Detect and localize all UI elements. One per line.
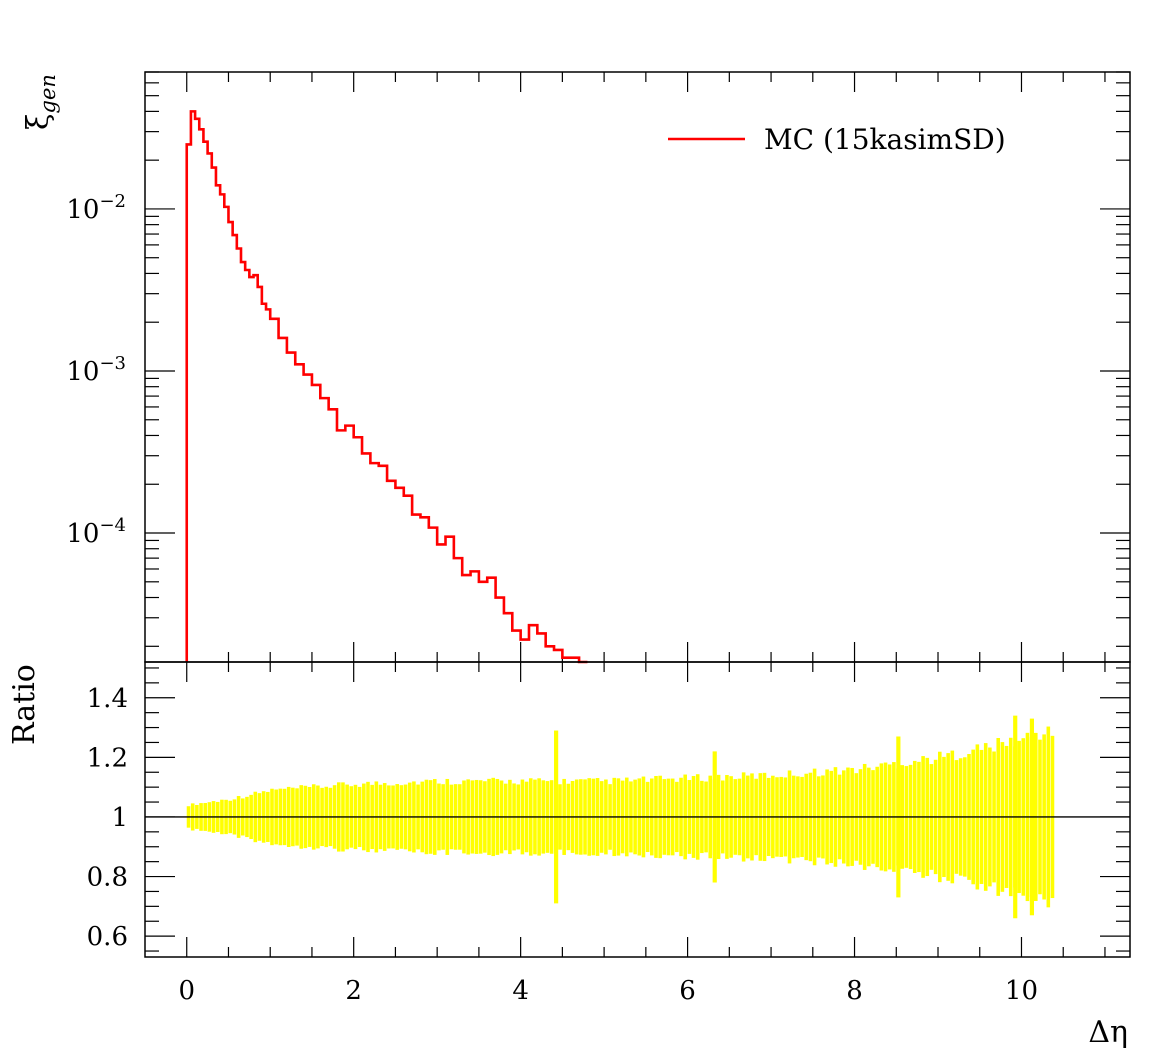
x-tick-label: 8 <box>846 976 863 1006</box>
x-tick-label: 6 <box>679 976 696 1006</box>
series-line-mc <box>185 110 588 664</box>
ratio-y-tick-label: 1 <box>111 803 128 833</box>
ratio-y-tick-label: 1.4 <box>87 684 128 714</box>
ratio-plot-ticks: 0 2 4 6 8 10 0.6 0.8 1 1.2 1.4 <box>87 662 1130 1006</box>
x-tick-label: 0 <box>178 976 195 1006</box>
main-y-tick-exponent: −2 <box>99 191 126 212</box>
x-tick-label: 4 <box>512 976 529 1006</box>
main-y-tick-label: 10−2 <box>66 191 126 225</box>
main-y-axis-subscript: gen <box>36 74 60 113</box>
x-tick-label: 10 <box>1005 976 1038 1006</box>
ratio-y-tick-label: 0.8 <box>87 863 128 893</box>
main-y-axis-title: ξgen <box>21 74 60 130</box>
main-y-tick-base: 10 <box>66 519 99 549</box>
ratio-y-tick-label: 1.2 <box>87 743 128 773</box>
ratio-y-tick-label: 0.6 <box>87 922 128 952</box>
legend: MC (15kasimSD) <box>668 123 1006 156</box>
ratio-plot-frame <box>144 661 1131 958</box>
x-axis-title: Δη <box>1088 1015 1128 1050</box>
main-y-tick-label: 10−4 <box>66 515 126 549</box>
x-tick-label: 2 <box>345 976 362 1006</box>
main-plot-frame <box>144 71 1131 663</box>
main-y-axis-symbol: ξ <box>21 113 56 130</box>
main-y-tick-exponent: −4 <box>99 515 126 536</box>
main-y-tick-exponent: −3 <box>99 353 126 374</box>
ratio-y-axis-title: Ratio <box>7 664 42 745</box>
legend-label: MC (15kasimSD) <box>764 123 1006 156</box>
main-plot-ticks: 10−210−310−4 <box>66 71 1130 662</box>
main-y-tick-label: 10−3 <box>66 353 126 387</box>
main-y-tick-base: 10 <box>66 357 99 387</box>
main-y-tick-base: 10 <box>66 195 99 225</box>
